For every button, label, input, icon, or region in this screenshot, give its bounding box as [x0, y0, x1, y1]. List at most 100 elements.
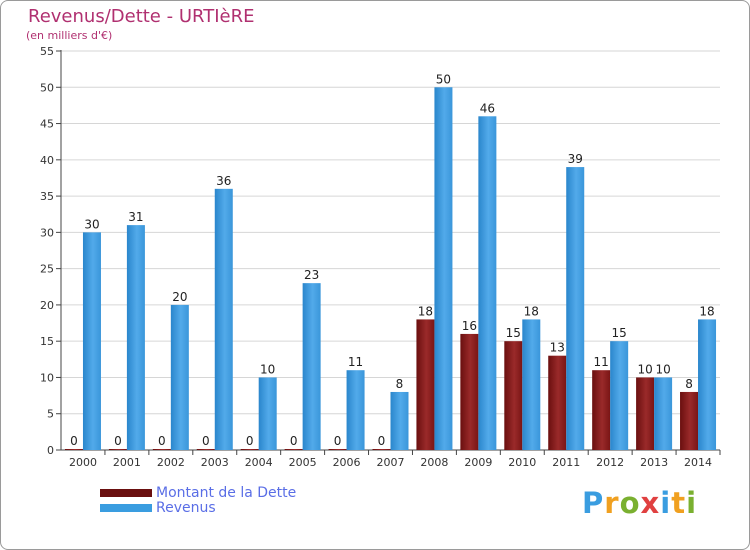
data-label-debt: 13: [550, 341, 565, 355]
x-tick-label: 2009: [464, 456, 492, 469]
x-tick-label: 2010: [508, 456, 536, 469]
chart-subtitle: (en milliers d'€): [26, 29, 113, 42]
data-label-revenus: 11: [348, 355, 363, 369]
legend-label-revenus: Revenus: [156, 500, 216, 516]
y-tick-label: 25: [40, 263, 54, 276]
y-tick-label: 35: [40, 190, 54, 203]
y-tick-label: 50: [40, 81, 54, 94]
bar-debt: [196, 449, 215, 450]
bar-revenus: [302, 283, 321, 450]
proxiti-logo: Proxiti: [582, 486, 697, 520]
bar-debt: [416, 319, 435, 450]
bar-debt: [460, 333, 479, 450]
data-label-debt: 0: [202, 434, 210, 448]
data-label-revenus: 30: [84, 217, 99, 231]
bar-revenus: [610, 341, 629, 450]
bar-revenus: [214, 188, 233, 450]
chart-title: Revenus/Dette - URTIèRE: [28, 6, 255, 27]
x-tick-label: 2000: [69, 456, 97, 469]
bar-debt: [240, 449, 259, 450]
data-label-debt: 15: [506, 326, 521, 340]
bar-revenus: [566, 167, 585, 450]
data-label-debt: 18: [418, 304, 433, 318]
data-label-revenus: 10: [260, 362, 275, 376]
x-tick-label: 2003: [201, 456, 229, 469]
bar-revenus: [170, 304, 189, 450]
data-label-debt: 0: [290, 434, 298, 448]
bar-debt: [152, 449, 171, 450]
x-tick-label: 2011: [552, 456, 580, 469]
x-tick-label: 2013: [640, 456, 668, 469]
data-label-revenus: 10: [655, 362, 670, 376]
bar-debt: [284, 449, 303, 450]
legend-swatch-debt: [100, 489, 152, 497]
y-tick-label: 10: [40, 371, 54, 384]
data-label-debt: 0: [246, 434, 254, 448]
bar-revenus: [258, 377, 277, 450]
data-label-debt: 16: [462, 319, 477, 333]
bar-revenus: [434, 87, 453, 450]
y-tick-label: 15: [40, 335, 54, 348]
y-tick-label: 55: [40, 45, 54, 58]
bar-debt: [108, 449, 127, 450]
data-label-revenus: 31: [128, 210, 143, 224]
logo-letter: o: [619, 486, 641, 520]
bar-debt: [372, 449, 391, 450]
data-label-revenus: 18: [699, 304, 714, 318]
x-tick-label: 2007: [377, 456, 405, 469]
data-label-debt: 10: [637, 362, 652, 376]
x-tick-label: 2006: [333, 456, 361, 469]
bar-revenus: [346, 370, 365, 450]
bar-revenus: [126, 225, 145, 450]
bar-revenus: [82, 232, 101, 450]
bar-revenus: [390, 391, 409, 450]
logo-letter: r: [604, 486, 620, 520]
x-tick-label: 2012: [596, 456, 624, 469]
data-label-debt: 0: [378, 434, 386, 448]
data-label-debt: 0: [114, 434, 122, 448]
bar-revenus: [522, 319, 541, 450]
data-label-revenus: 39: [568, 152, 583, 166]
data-label-revenus: 36: [216, 174, 231, 188]
x-tick-label: 2014: [684, 456, 712, 469]
bar-revenus: [478, 116, 497, 451]
y-tick-label: 40: [40, 154, 54, 167]
y-tick-label: 30: [40, 226, 54, 239]
data-label-revenus: 18: [524, 304, 539, 318]
bar-debt: [64, 449, 83, 450]
data-label-revenus: 46: [480, 101, 495, 115]
logo-letter: t: [671, 486, 687, 520]
data-label-debt: 0: [158, 434, 166, 448]
logo-letter: i: [686, 486, 698, 520]
x-tick-label: 2004: [245, 456, 273, 469]
bar-debt: [592, 370, 611, 450]
y-tick-label: 45: [40, 118, 54, 131]
bar-debt: [504, 341, 523, 450]
data-label-debt: 11: [594, 355, 609, 369]
legend-label-debt: Montant de la Dette: [156, 485, 297, 501]
bar-debt: [328, 449, 347, 450]
logo-letter: i: [660, 486, 672, 520]
y-tick-label: 20: [40, 299, 54, 312]
data-label-debt: 0: [70, 434, 78, 448]
data-label-revenus: 15: [612, 326, 627, 340]
legend-swatch-revenus: [100, 504, 152, 512]
x-tick-label: 2002: [157, 456, 185, 469]
y-tick-label: 5: [47, 408, 54, 421]
data-label-debt: 8: [685, 377, 693, 391]
y-tick-label: 0: [47, 444, 54, 457]
bar-debt: [680, 391, 699, 450]
logo-letter: P: [582, 486, 605, 520]
bar-debt: [548, 355, 567, 450]
bar-debt: [636, 377, 655, 450]
data-label-debt: 0: [334, 434, 342, 448]
data-label-revenus: 20: [172, 290, 187, 304]
data-label-revenus: 50: [436, 72, 451, 86]
data-label-revenus: 23: [304, 268, 319, 282]
x-tick-label: 2001: [113, 456, 141, 469]
x-tick-label: 2008: [420, 456, 448, 469]
logo-letter: x: [640, 486, 661, 520]
data-label-revenus: 8: [396, 377, 404, 391]
